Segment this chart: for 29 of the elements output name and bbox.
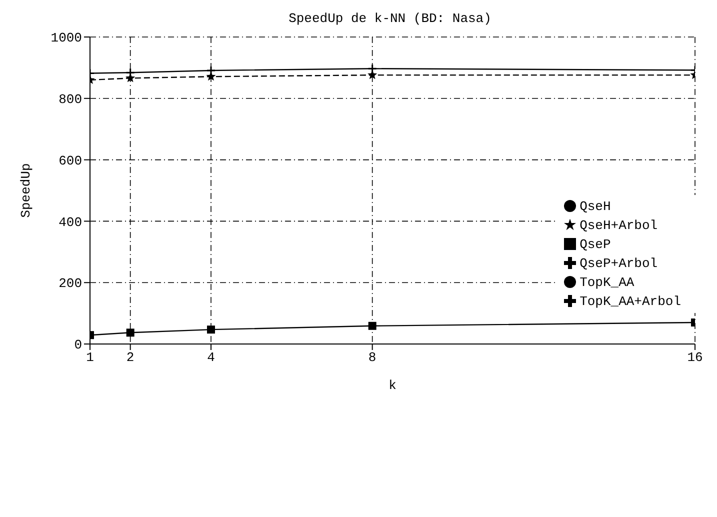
- y-axis-title: SpeedUp: [18, 163, 34, 218]
- chart-title: SpeedUp de k-NN (BD: Nasa): [288, 11, 492, 26]
- legend-label: TopK_AA+Arbol: [580, 294, 681, 309]
- legend-label: QseP: [580, 237, 611, 252]
- point: [206, 66, 216, 76]
- x-axis-title: k: [388, 378, 397, 393]
- point: [368, 64, 378, 74]
- x-tick-label: 8: [368, 350, 376, 366]
- x-tick-label: 2: [126, 350, 134, 366]
- point: [368, 70, 378, 80]
- point: [126, 73, 136, 82]
- legend-label: TopK_AA: [580, 275, 634, 290]
- y-tick-label: 600: [58, 153, 82, 168]
- point: [368, 322, 376, 330]
- x-tick-label: 1: [86, 350, 94, 366]
- legend-label: QseH: [580, 199, 611, 214]
- y-tick-label: 0: [74, 338, 82, 353]
- y-tick-label: 400: [58, 214, 82, 230]
- x-tick-label: 4: [207, 350, 216, 366]
- y-tick-label: 200: [58, 276, 82, 292]
- y-tick-label: 1000: [50, 30, 82, 46]
- y-tick-label: 800: [58, 92, 82, 108]
- point: [207, 326, 215, 334]
- point: [126, 328, 134, 337]
- legend-label: QseP+Arbol: [580, 256, 658, 271]
- point: [206, 72, 216, 81]
- x-tick-label: 16: [687, 350, 703, 366]
- point: [126, 68, 136, 78]
- legend-label: QseH+Arbol: [580, 218, 658, 233]
